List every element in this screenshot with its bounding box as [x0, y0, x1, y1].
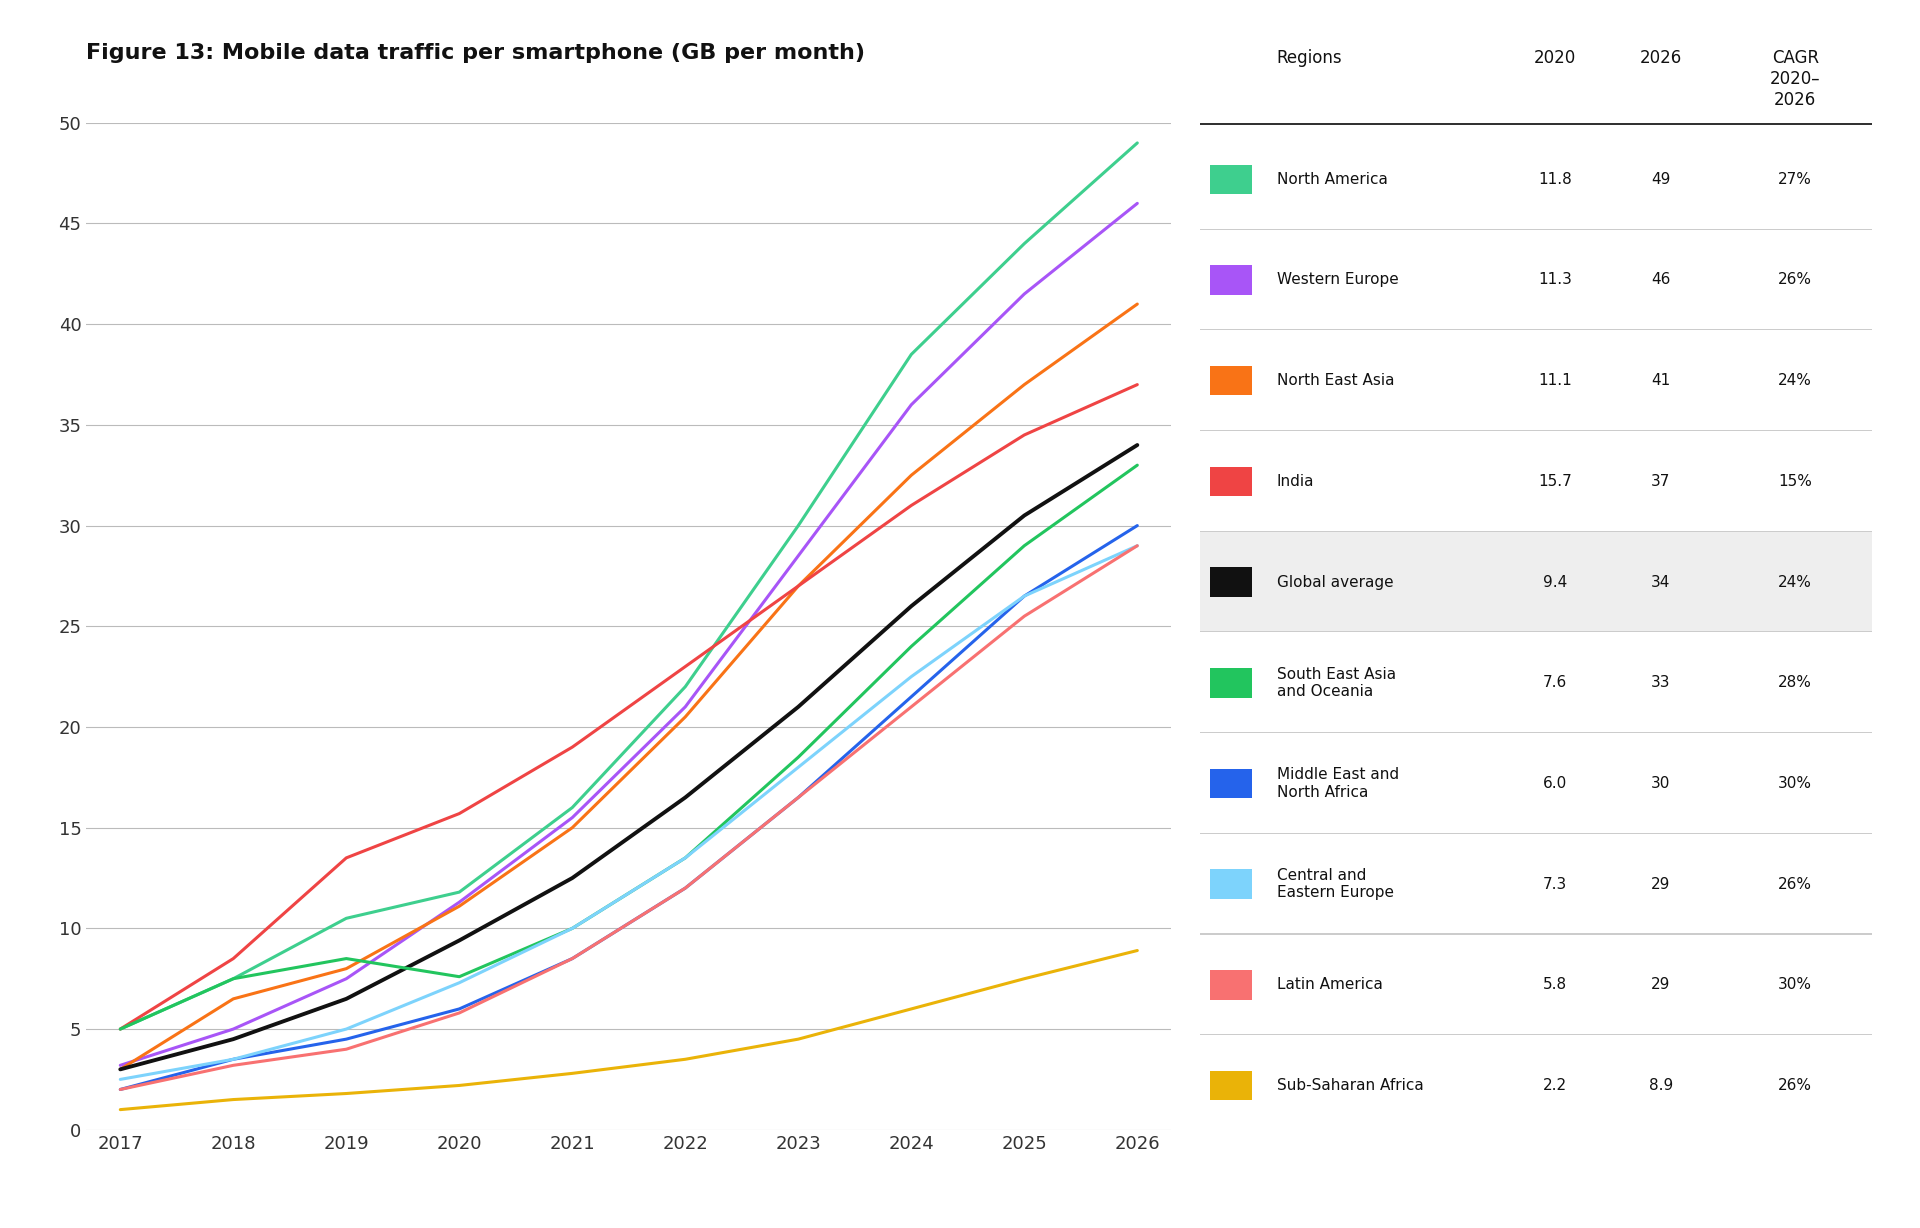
Text: 6.0: 6.0 [1544, 776, 1567, 791]
Text: Middle East and
North Africa: Middle East and North Africa [1277, 768, 1400, 799]
Text: 11.3: 11.3 [1538, 273, 1572, 287]
Text: 41: 41 [1651, 373, 1670, 388]
Text: 11.8: 11.8 [1538, 172, 1572, 187]
Text: 30%: 30% [1778, 776, 1812, 791]
Text: 29: 29 [1651, 877, 1670, 892]
Text: 33: 33 [1651, 675, 1670, 690]
Text: 29: 29 [1651, 977, 1670, 992]
Text: North America: North America [1277, 172, 1388, 187]
Text: Global average: Global average [1277, 575, 1394, 589]
Text: 2020: 2020 [1534, 49, 1576, 68]
Text: 2026: 2026 [1640, 49, 1682, 68]
Text: Figure 13: Mobile data traffic per smartphone (GB per month): Figure 13: Mobile data traffic per smart… [86, 43, 866, 63]
Text: India: India [1277, 474, 1315, 489]
Text: 49: 49 [1651, 172, 1670, 187]
Text: 24%: 24% [1778, 373, 1812, 388]
Text: North East Asia: North East Asia [1277, 373, 1394, 388]
Text: 2.2: 2.2 [1544, 1078, 1567, 1093]
Text: 15.7: 15.7 [1538, 474, 1572, 489]
Text: 37: 37 [1651, 474, 1670, 489]
Text: Western Europe: Western Europe [1277, 273, 1398, 287]
Text: 46: 46 [1651, 273, 1670, 287]
Text: 15%: 15% [1778, 474, 1812, 489]
Text: 5.8: 5.8 [1544, 977, 1567, 992]
Text: Sub-Saharan Africa: Sub-Saharan Africa [1277, 1078, 1423, 1093]
Text: 30: 30 [1651, 776, 1670, 791]
Text: 9.4: 9.4 [1544, 575, 1567, 589]
Text: Central and
Eastern Europe: Central and Eastern Europe [1277, 868, 1394, 900]
Text: 27%: 27% [1778, 172, 1812, 187]
Text: 11.1: 11.1 [1538, 373, 1572, 388]
Text: 26%: 26% [1778, 877, 1812, 892]
Text: Latin America: Latin America [1277, 977, 1382, 992]
Text: 30%: 30% [1778, 977, 1812, 992]
Text: CAGR
2020–
2026: CAGR 2020– 2026 [1770, 49, 1820, 109]
Text: 7.3: 7.3 [1544, 877, 1567, 892]
Text: 24%: 24% [1778, 575, 1812, 589]
Text: 34: 34 [1651, 575, 1670, 589]
Text: 26%: 26% [1778, 1078, 1812, 1093]
Text: 28%: 28% [1778, 675, 1812, 690]
Text: Regions: Regions [1277, 49, 1342, 68]
Text: 7.6: 7.6 [1544, 675, 1567, 690]
Text: 26%: 26% [1778, 273, 1812, 287]
Text: 8.9: 8.9 [1649, 1078, 1672, 1093]
Text: South East Asia
and Oceania: South East Asia and Oceania [1277, 667, 1396, 699]
